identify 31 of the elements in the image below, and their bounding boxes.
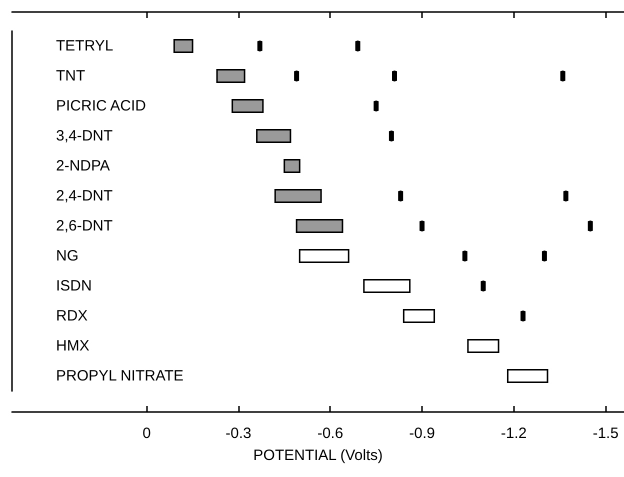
bar — [216, 68, 246, 84]
bar — [467, 338, 500, 354]
bar — [284, 158, 300, 174]
bar — [274, 188, 322, 204]
x-tick-label: -1.2 — [500, 425, 527, 442]
bar — [506, 368, 548, 384]
y-tick-label: PICRIC ACID — [56, 98, 146, 114]
x-axis-title: POTENTIAL (Volts) — [253, 447, 383, 464]
bar — [363, 278, 411, 294]
x-tick-label: 0 — [142, 425, 151, 442]
x-tick-label: -0.9 — [409, 425, 435, 442]
bar — [232, 98, 264, 114]
y-tick-label: TETRYL — [56, 38, 114, 54]
bar — [298, 248, 350, 264]
y-tick-label: ISDN — [56, 278, 92, 294]
y-tick-label: TNT — [56, 68, 86, 84]
y-tick-label: HMX — [56, 338, 90, 354]
y-tick-label: 3,4-DNT — [56, 128, 113, 144]
x-tick-label: -1.5 — [592, 425, 619, 442]
bar — [173, 38, 194, 54]
y-tick-label: NG — [56, 248, 78, 264]
y-tick-label: 2,4-DNT — [56, 188, 113, 204]
y-tick-label: PROPYL NITRATE — [56, 368, 184, 384]
y-tick-label: RDX — [56, 308, 88, 324]
x-tick-label: -0.6 — [317, 425, 344, 442]
y-tick-label: 2,6-DNT — [56, 218, 113, 234]
y-tick-label: 2-NDPA — [56, 158, 110, 174]
bar — [296, 218, 344, 234]
bar — [256, 128, 292, 144]
x-tick-label: -0.3 — [226, 425, 252, 442]
bar — [402, 308, 436, 324]
